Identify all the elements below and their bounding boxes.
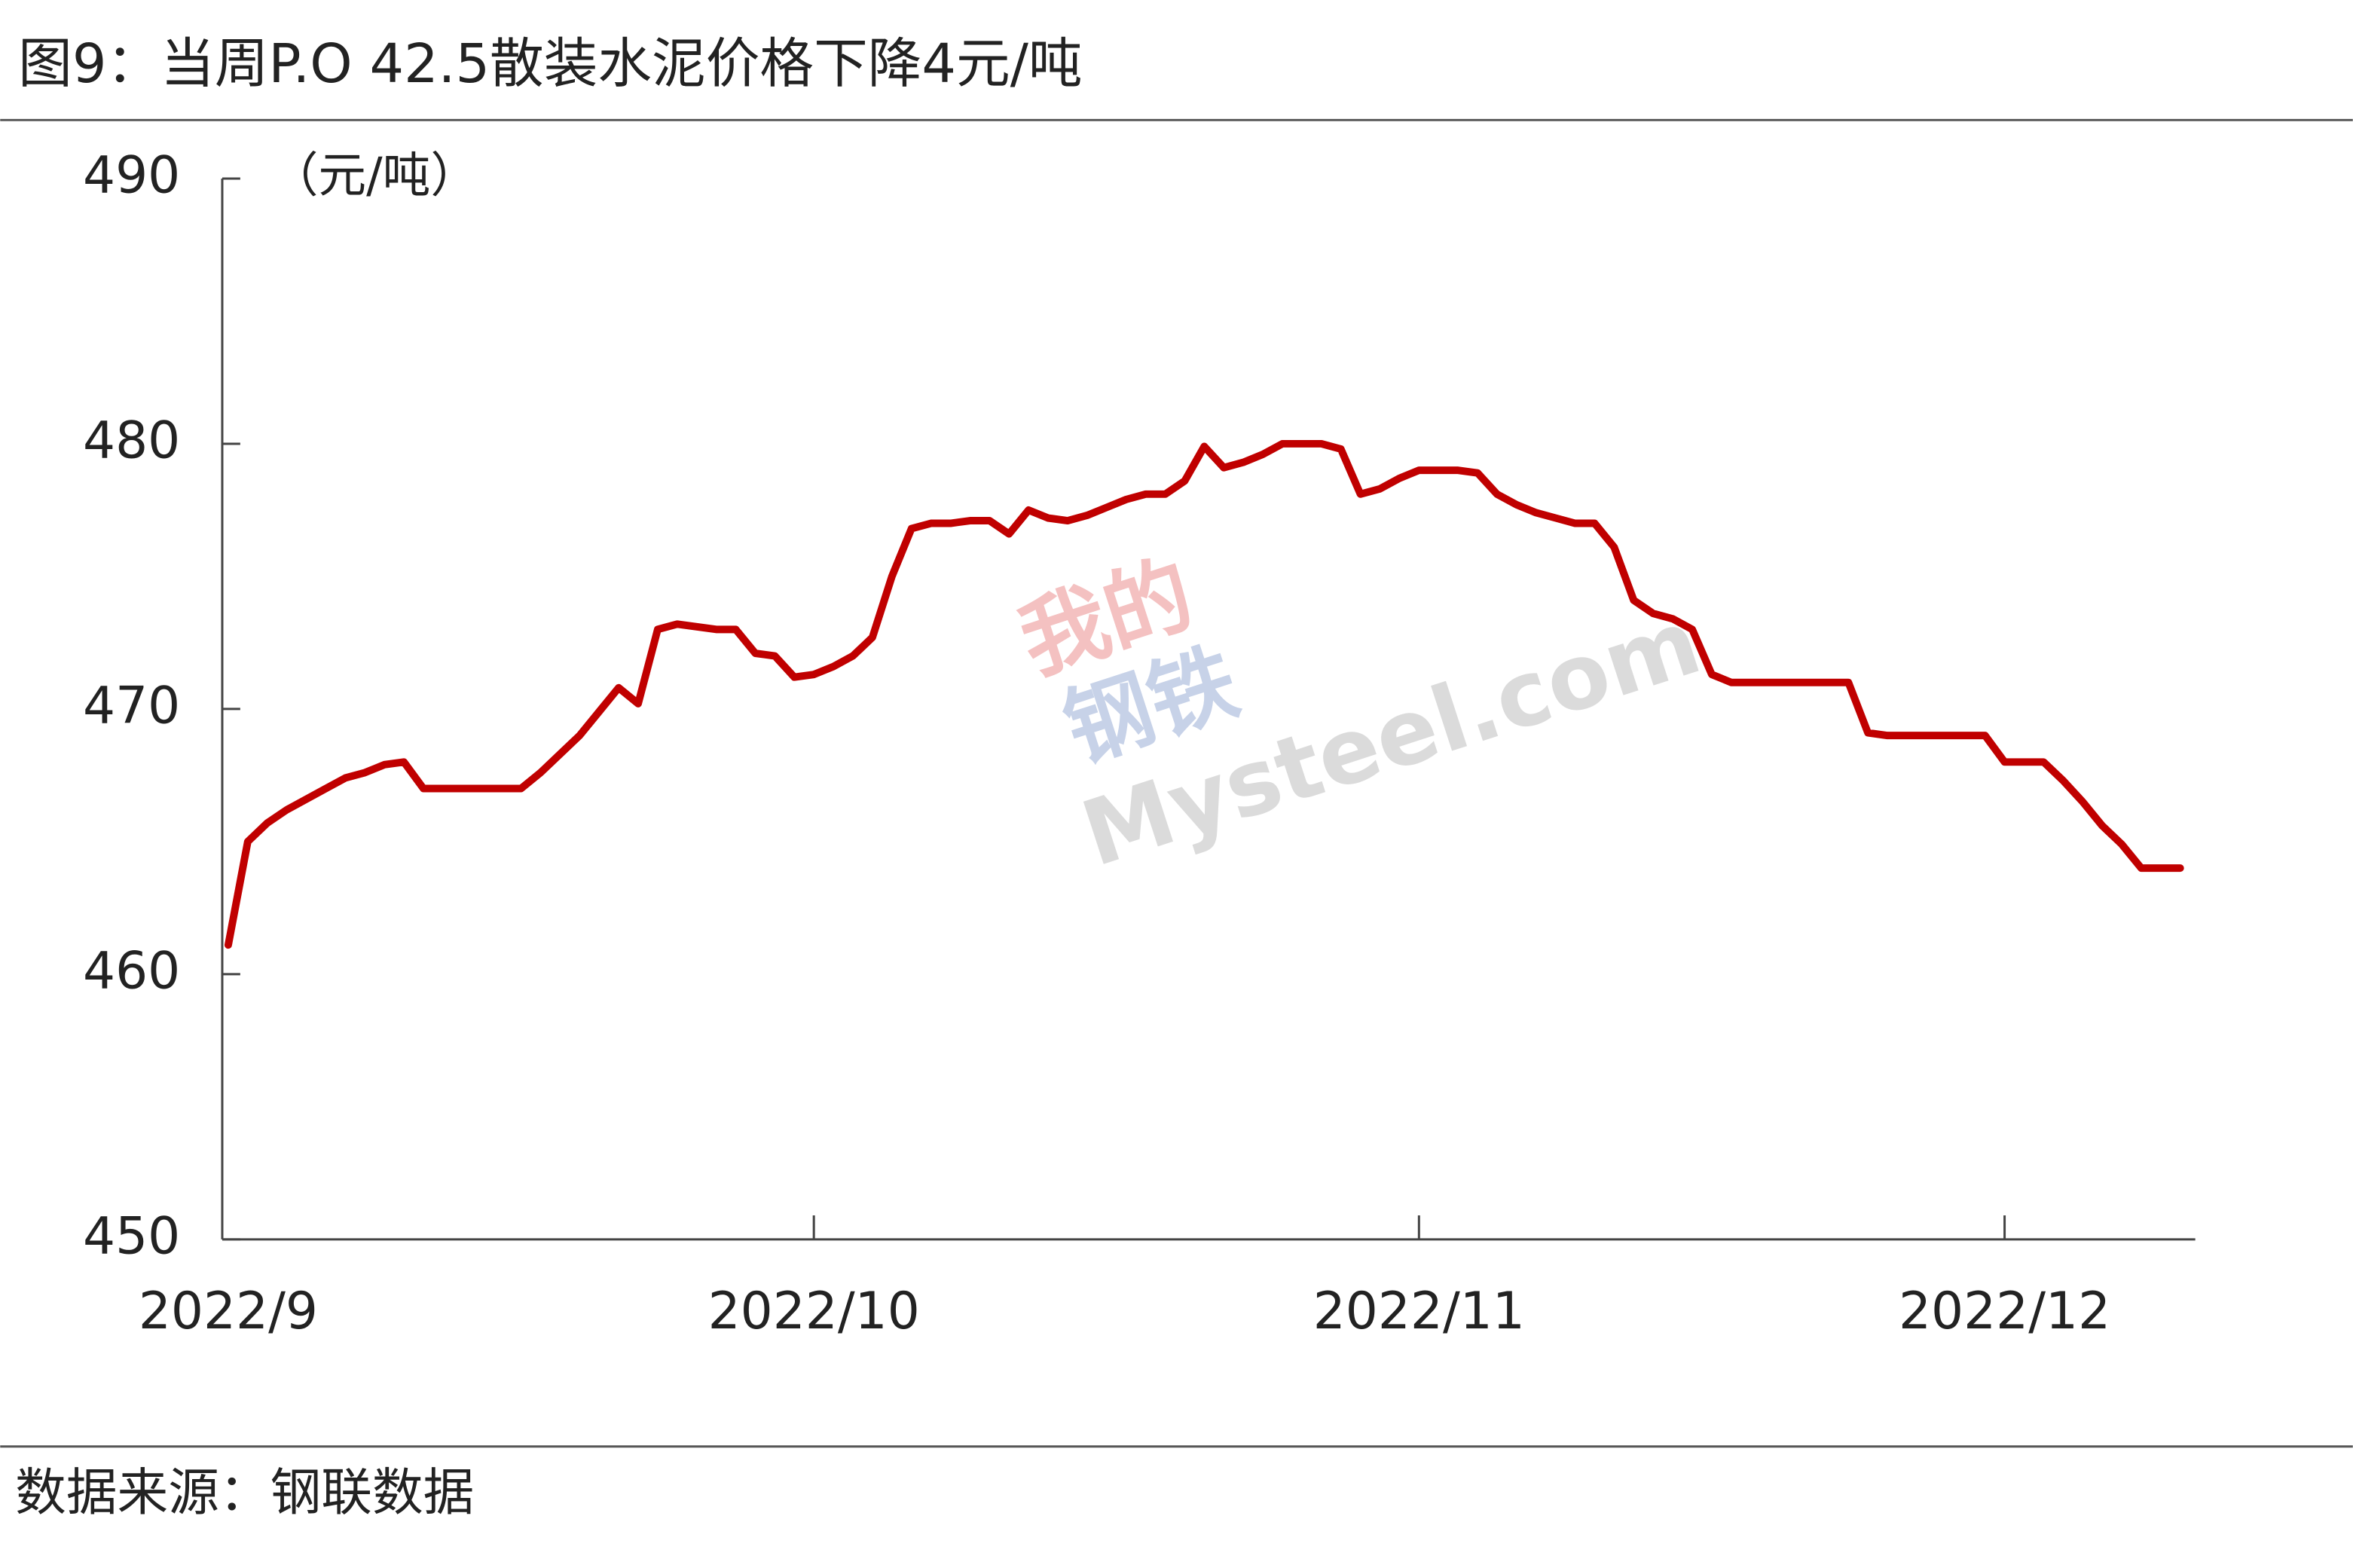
x-tick-label: 2022/9: [139, 1281, 318, 1340]
x-tick-label: 2022/12: [1899, 1281, 2110, 1340]
y-tick-label: 470: [83, 675, 180, 735]
chart-title: 图9：当周P.O 42.5散装水泥价格下降4元/吨: [18, 32, 1082, 95]
price-line: [224, 439, 2184, 949]
y-tick-label: 480: [83, 410, 180, 469]
source-note: 数据来源：钢联数据: [15, 1463, 474, 1522]
x-tick-label: 2022/11: [1313, 1281, 1525, 1340]
y-tick-label: 490: [83, 145, 180, 205]
y-tick-label: 460: [83, 940, 180, 1000]
watermark: 我的 钢铁 Mysteel.com: [1008, 543, 1712, 887]
x-tick-label: 2022/10: [708, 1281, 920, 1340]
y-axis-label: （元/吨）: [270, 148, 478, 204]
y-tick-label: 450: [83, 1206, 180, 1265]
